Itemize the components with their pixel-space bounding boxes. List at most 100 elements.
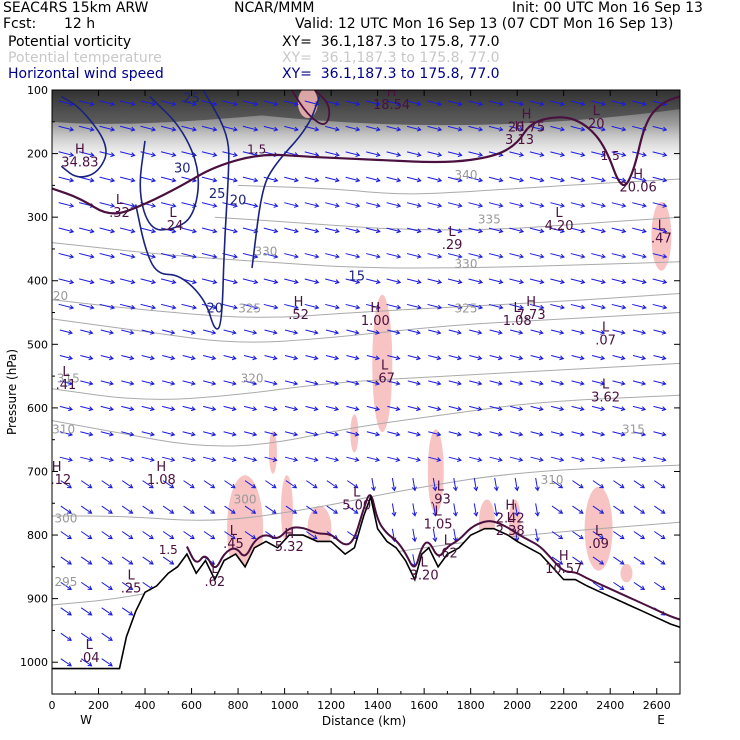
wind-vector — [489, 456, 503, 461]
wind-vector — [654, 505, 666, 514]
wind-vector — [571, 329, 584, 334]
wind-vector-head — [411, 486, 417, 492]
wind-vector — [80, 380, 93, 385]
wind-vector — [529, 227, 544, 233]
wind-vector — [386, 151, 401, 156]
wind-vector-head — [519, 253, 525, 259]
wind-vector-head — [212, 304, 218, 310]
wind-vector-head — [558, 483, 564, 489]
wind-vector-head — [538, 406, 544, 412]
wind-vector — [613, 556, 625, 565]
wind-vector — [345, 100, 360, 105]
wind-vector — [264, 431, 277, 436]
wind-vector — [58, 227, 74, 233]
wind-vector — [263, 202, 278, 207]
theta-contour-330 — [52, 242, 680, 269]
wind-vector — [100, 329, 114, 334]
wind-vector — [529, 303, 544, 309]
wind-vector — [284, 431, 298, 436]
wind-vector-head — [211, 457, 217, 462]
wind-vector — [612, 456, 625, 461]
wind-vector — [263, 125, 278, 131]
wind-vector — [79, 176, 94, 182]
wind-vector-head — [619, 483, 625, 489]
wind-vector — [244, 480, 256, 489]
wind-vector — [305, 380, 318, 385]
wind-vector — [80, 405, 93, 410]
wind-vector-head — [600, 406, 606, 412]
wind-vector — [468, 303, 483, 309]
wind-vector — [284, 354, 298, 360]
wind-vector — [345, 202, 360, 207]
wind-vector — [613, 505, 625, 514]
wind-vector — [654, 556, 666, 565]
wind-vector — [592, 480, 604, 489]
pv-positive-region — [620, 564, 633, 583]
wind-vector — [468, 253, 483, 258]
wind-vector-head — [559, 380, 565, 386]
pv-positive-region — [427, 429, 444, 514]
wind-vector-head — [662, 228, 668, 234]
wind-vector-head — [560, 253, 565, 259]
wind-vector-head — [87, 509, 93, 514]
wind-vector-head — [252, 431, 258, 437]
wind-vector — [182, 329, 195, 334]
wind-vector — [243, 354, 257, 360]
wind-vector — [447, 227, 462, 233]
wind-vector-head — [212, 279, 218, 285]
wind-vector — [366, 431, 380, 436]
wind-vector-head — [149, 406, 155, 412]
theta-label: 325 — [238, 302, 261, 316]
wind-vector — [201, 125, 217, 131]
extremum-marker: L — [86, 638, 94, 653]
wind-vector-head — [272, 457, 278, 462]
wind-vector — [447, 202, 462, 207]
wind-vector-head — [353, 509, 359, 514]
wind-vector — [80, 531, 92, 540]
wind-vector-head — [498, 101, 504, 107]
wind-vector-head — [192, 228, 197, 234]
wind-vector-head — [128, 534, 134, 540]
wind-vector — [391, 503, 396, 516]
wind-vector-head — [271, 483, 277, 489]
extremum-value: .93 — [430, 492, 451, 507]
wind-vector — [447, 303, 462, 309]
wind-vector — [509, 278, 524, 283]
wind-vector-head — [437, 228, 443, 234]
wind-vector-head — [89, 279, 95, 285]
wind-vector-head — [641, 304, 647, 310]
wind-vector-head — [560, 228, 565, 234]
wind-vector-head — [210, 534, 216, 540]
wind-vector-head — [600, 304, 606, 310]
wind-vector — [325, 329, 339, 334]
wind-vector-head — [619, 534, 625, 540]
wind-vector — [592, 531, 604, 540]
wind-vector — [80, 632, 92, 641]
extremum-marker: L — [448, 225, 456, 240]
wind-vector — [141, 354, 155, 360]
wind-vector-head — [334, 177, 340, 183]
wind-vector — [325, 380, 339, 385]
wind-vector-head — [580, 152, 586, 157]
wind-vector-head — [599, 509, 605, 514]
wind-vector — [427, 100, 442, 105]
wind-speed-label: 30 — [174, 162, 191, 177]
wind-vector-head — [599, 560, 605, 565]
wind-vector-head — [661, 406, 667, 412]
wind-vector — [448, 354, 462, 360]
wind-vector-head — [130, 152, 136, 158]
wind-vector-head — [89, 228, 95, 234]
wind-vector-head — [232, 279, 238, 285]
wind-vector — [591, 329, 605, 334]
wind-vector-head — [391, 486, 397, 492]
wind-vector — [612, 431, 625, 436]
wind-vector-head — [109, 406, 114, 412]
wind-vector — [428, 456, 441, 461]
wind-vector — [572, 505, 584, 514]
wind-vector-head — [169, 483, 175, 489]
y-axis-title: Pressure (hPa) — [5, 349, 19, 435]
wind-vector-head — [212, 126, 218, 132]
wind-vector — [201, 202, 217, 207]
wind-vector — [550, 354, 564, 360]
wind-vector — [591, 253, 606, 258]
